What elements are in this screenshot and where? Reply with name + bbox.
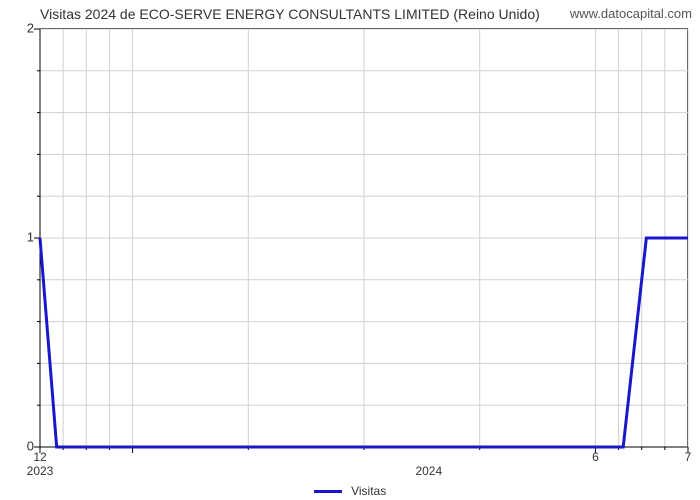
x-tick-label: 12	[33, 450, 46, 464]
line-chart: Visitas 2024 de ECO-SERVE ENERGY CONSULT…	[0, 0, 700, 500]
legend: Visitas	[0, 483, 700, 498]
x-year-label: 2023	[27, 464, 54, 478]
legend-swatch	[314, 490, 342, 493]
x-year-label: 2024	[415, 464, 442, 478]
x-tick-label: 7	[685, 450, 692, 464]
chart-svg	[40, 29, 688, 447]
legend-label: Visitas	[351, 484, 386, 498]
chart-title: Visitas 2024 de ECO-SERVE ENERGY CONSULT…	[40, 6, 540, 22]
watermark: www.datocapital.com	[570, 6, 692, 21]
x-tick-label: 6	[592, 450, 599, 464]
plot-area	[40, 28, 688, 446]
y-tick-label: 2	[4, 21, 34, 36]
y-tick-label: 0	[4, 439, 34, 454]
y-tick-label: 1	[4, 230, 34, 245]
